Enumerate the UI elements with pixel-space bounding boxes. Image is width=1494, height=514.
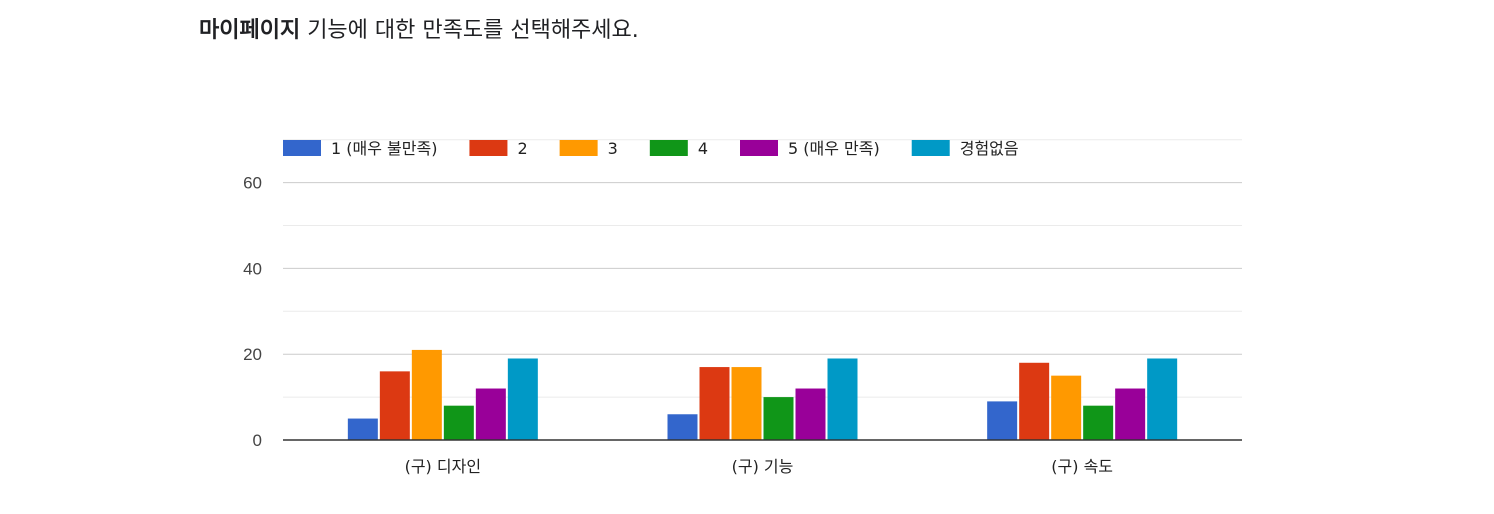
x-category-label: (구) 기능 [732, 457, 794, 476]
bar [443, 405, 474, 440]
legend-label: 4 [698, 139, 708, 158]
bar [827, 358, 858, 440]
y-tick-label: 20 [243, 345, 262, 364]
y-tick-label: 40 [243, 259, 262, 278]
bar [795, 388, 826, 440]
legend-swatch [911, 140, 950, 156]
x-axis-labels: (구) 디자인 (구) 기능 (구) 속도 [405, 457, 1113, 476]
bar [347, 418, 378, 440]
y-tick-label: 60 [243, 174, 262, 193]
chart-bars [347, 349, 1178, 440]
bar [379, 371, 410, 440]
chart-legend: 1 (매우 불만족) 2 3 4 5 (매우 만족) 경험없음 [283, 139, 1019, 158]
bar [731, 367, 762, 440]
bar [411, 349, 442, 440]
legend-swatch [283, 140, 321, 156]
y-axis-ticks: 0 20 40 60 [243, 174, 262, 450]
x-category-label: (구) 디자인 [405, 457, 481, 476]
bar [667, 414, 698, 440]
bar [987, 401, 1018, 440]
legend-label: 2 [517, 139, 527, 158]
bar [763, 397, 794, 440]
legend-swatch [469, 140, 508, 156]
chart-grid [283, 139, 1242, 398]
question-title-rest: 기능에 대한 만족도를 선택해주세요. [300, 18, 639, 43]
bar [1147, 358, 1178, 440]
legend-swatch [649, 140, 688, 156]
bar [1019, 362, 1050, 440]
legend-swatch [559, 140, 598, 156]
legend-label: 3 [608, 139, 618, 158]
bar [1083, 405, 1114, 440]
x-category-label: (구) 속도 [1051, 457, 1113, 476]
y-tick-label: 0 [253, 431, 262, 450]
question-title: 마이페이지 기능에 대한 만족도를 선택해주세요. [199, 14, 639, 48]
legend-swatch [740, 140, 778, 156]
bar [1115, 388, 1146, 440]
legend-label: 경험없음 [960, 139, 1019, 158]
bar [507, 358, 538, 440]
question-title-bold: 마이페이지 [199, 18, 301, 43]
bar [1051, 375, 1082, 440]
bar [699, 367, 730, 440]
legend-label: 5 (매우 만족) [788, 139, 880, 158]
bar [475, 388, 506, 440]
legend-label: 1 (매우 불만족) [331, 139, 437, 158]
